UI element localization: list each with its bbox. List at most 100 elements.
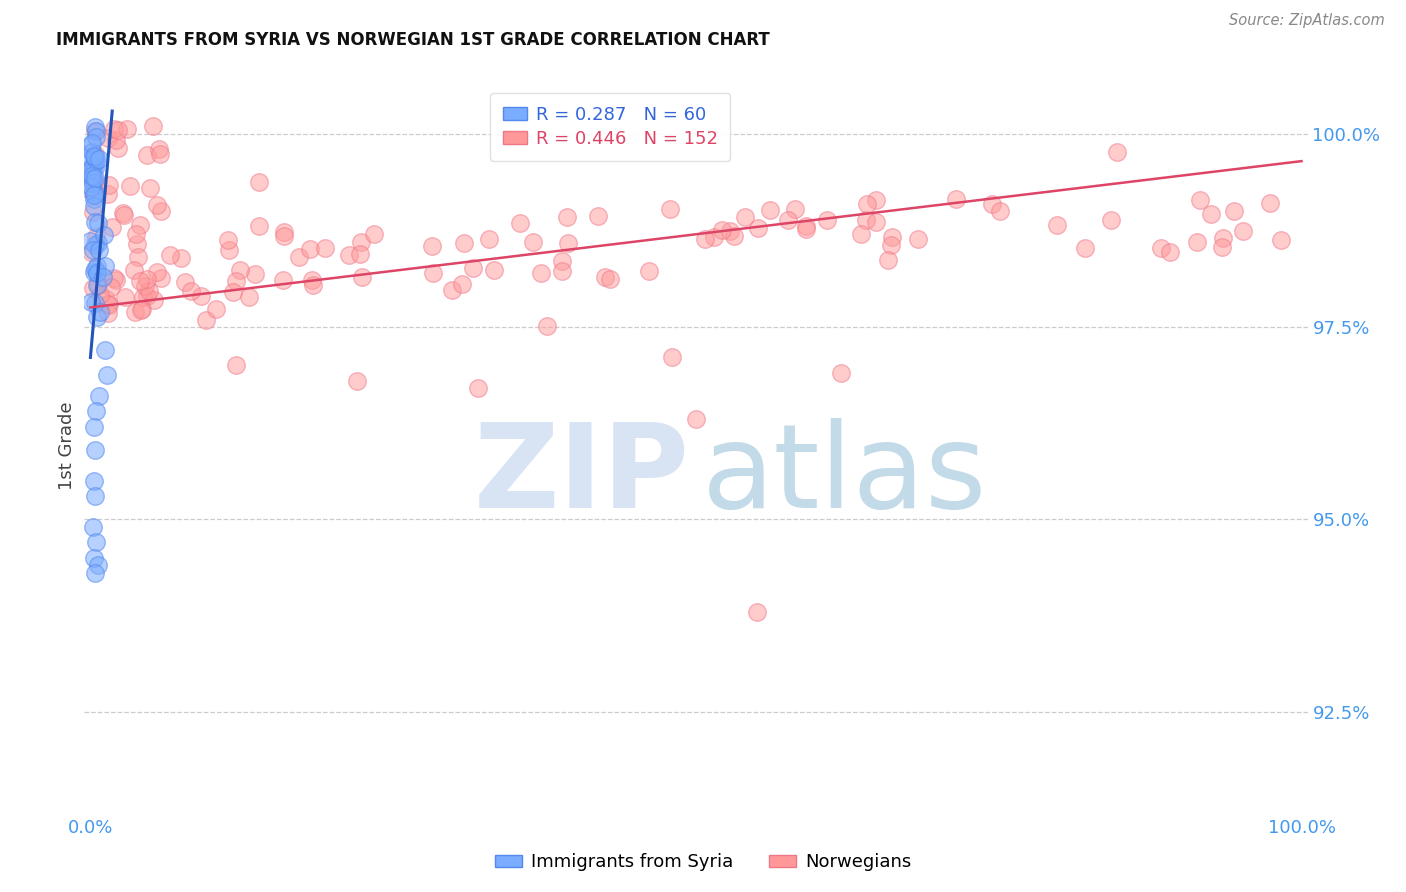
Point [271, 273, 294, 287]
Point [453, 235, 475, 250]
Point [125, 236, 148, 251]
Point [135, 148, 157, 162]
Point [97, 297, 120, 311]
Point [1211, 240, 1233, 254]
Text: IMMIGRANTS FROM SYRIA VS NORWEGIAN 1ST GRADE CORRELATION CHART: IMMIGRANTS FROM SYRIA VS NORWEGIAN 1ST G… [56, 31, 770, 49]
Point [146, 265, 169, 279]
Point [86, 535, 108, 549]
Point [146, 198, 169, 212]
Point [89, 153, 111, 167]
Point [83, 188, 105, 202]
Point [222, 285, 245, 299]
Point [82, 184, 104, 198]
Point [83, 199, 105, 213]
Point [83, 155, 105, 169]
Point [1099, 212, 1122, 227]
Point [346, 374, 368, 388]
Point [112, 208, 135, 222]
Point [217, 233, 239, 247]
Point [225, 274, 247, 288]
Point [80, 136, 103, 150]
Point [86, 310, 108, 325]
Point [877, 252, 900, 267]
Point [149, 271, 172, 285]
Point [134, 278, 156, 293]
Point [142, 293, 165, 308]
Point [94, 343, 117, 358]
Point [82, 162, 104, 177]
Point [83, 193, 105, 207]
Point [84, 124, 107, 138]
Point [104, 133, 127, 147]
Point [352, 270, 374, 285]
Text: atlas: atlas [702, 417, 987, 533]
Point [79, 183, 101, 197]
Point [117, 122, 139, 136]
Y-axis label: 1st Grade: 1st Grade [58, 401, 76, 491]
Point [301, 273, 323, 287]
Point [84, 237, 107, 252]
Point [84, 489, 107, 503]
Point [865, 215, 887, 229]
Point [314, 241, 336, 255]
Point [84, 153, 107, 168]
Point [484, 263, 506, 277]
Point [349, 246, 371, 260]
Point [87, 244, 110, 258]
Point [84, 161, 107, 175]
Point [551, 253, 574, 268]
Point [658, 202, 681, 216]
Point [830, 366, 852, 380]
Point [80, 151, 103, 165]
Point [83, 149, 105, 163]
Point [82, 158, 104, 172]
Point [229, 263, 252, 277]
Point [1046, 218, 1069, 232]
Point [112, 206, 135, 220]
Point [794, 219, 817, 234]
Point [84, 120, 107, 134]
Point [83, 419, 105, 434]
Point [723, 229, 745, 244]
Point [703, 230, 725, 244]
Point [82, 204, 104, 219]
Point [142, 119, 165, 133]
Point [132, 290, 155, 304]
Point [1189, 193, 1212, 207]
Point [150, 203, 173, 218]
Point [124, 263, 146, 277]
Point [759, 202, 782, 217]
Point [586, 209, 609, 223]
Point [855, 213, 877, 227]
Point [440, 283, 463, 297]
Point [907, 232, 929, 246]
Point [114, 290, 136, 304]
Point [467, 381, 489, 395]
Point [273, 228, 295, 243]
Point [711, 223, 734, 237]
Point [273, 225, 295, 239]
Point [363, 227, 385, 241]
Point [87, 216, 110, 230]
Point [194, 313, 217, 327]
Point [97, 306, 120, 320]
Point [599, 271, 621, 285]
Point [82, 171, 104, 186]
Point [125, 227, 148, 242]
Point [1223, 204, 1246, 219]
Point [87, 389, 110, 403]
Point [89, 305, 111, 319]
Point [82, 243, 104, 257]
Point [450, 277, 472, 292]
Point [170, 251, 193, 265]
Point [530, 266, 553, 280]
Point [84, 566, 107, 580]
Point [180, 284, 202, 298]
Point [734, 211, 756, 225]
Point [148, 142, 170, 156]
Point [84, 262, 107, 277]
Point [551, 264, 574, 278]
Point [159, 247, 181, 261]
Point [83, 170, 105, 185]
Point [1074, 241, 1097, 255]
